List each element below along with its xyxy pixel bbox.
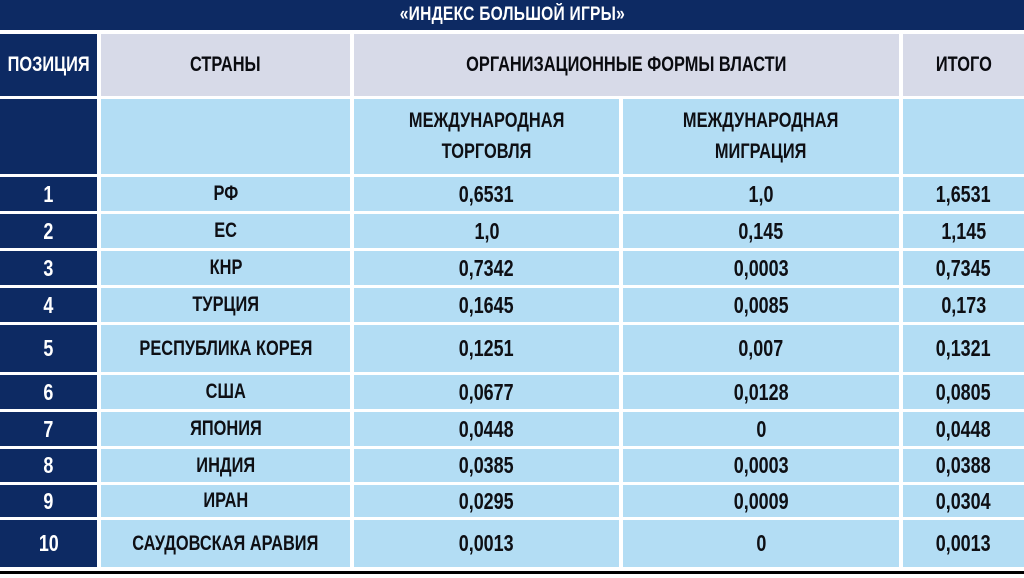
- migration-value-cell-2: 0,145: [623, 214, 899, 248]
- trade-value-cell-10: 0,0013: [354, 520, 619, 567]
- total-value-cell-7: 0,0448: [903, 412, 1024, 446]
- country-cell-2: ЕС: [101, 214, 350, 248]
- rank-cell-4: 4: [0, 288, 97, 322]
- header-countries: СТРАНЫ: [101, 34, 350, 96]
- total-value-cell-5: 0,1321: [903, 325, 1024, 372]
- trade-value-cell-1: 0,6531: [354, 177, 619, 211]
- country-cell-9: ИРАН: [101, 485, 350, 517]
- trade-value-cell-6: 0,0677: [354, 375, 619, 409]
- rank-cell-10: 10: [0, 520, 97, 567]
- trade-value-cell-4: 0,1645: [354, 288, 619, 322]
- total-value-cell-8: 0,0388: [903, 449, 1024, 482]
- rank-cell-9: 9: [0, 485, 97, 517]
- total-value-cell-9: 0,0304: [903, 485, 1024, 517]
- country-cell-6: США: [101, 375, 350, 409]
- trade-value-cell-2: 1,0: [354, 214, 619, 248]
- migration-value-cell-1: 1,0: [623, 177, 899, 211]
- rank-cell-6: 6: [0, 375, 97, 409]
- migration-value-cell-8: 0,0003: [623, 449, 899, 482]
- migration-value-cell-3: 0,0003: [623, 251, 899, 285]
- header-position: ПОЗИЦИЯ: [0, 34, 97, 96]
- trade-value-cell-9: 0,0295: [354, 485, 619, 517]
- total-value-cell-6: 0,0805: [903, 375, 1024, 409]
- header-total: ИТОГО: [903, 34, 1024, 96]
- subheader-spacer-position: [0, 99, 97, 174]
- rank-cell-8: 8: [0, 449, 97, 482]
- rank-cell-3: 3: [0, 251, 97, 285]
- country-cell-7: ЯПОНИЯ: [101, 412, 350, 446]
- migration-value-cell-4: 0,0085: [623, 288, 899, 322]
- header-org-forms: ОРГАНИЗАЦИОННЫЕ ФОРМЫ ВЛАСТИ: [354, 34, 899, 96]
- country-cell-5: РЕСПУБЛИКА КОРЕЯ: [101, 325, 350, 372]
- total-value-cell-10: 0,0013: [903, 520, 1024, 567]
- page-title: «ИНДЕКС БОЛЬШОЙ ИГРЫ»: [399, 4, 625, 25]
- trade-value-cell-3: 0,7342: [354, 251, 619, 285]
- subheader-trade: МЕЖДУНАРОДНАЯ ТОРГОВЛЯ: [354, 99, 619, 174]
- total-value-cell-2: 1,145: [903, 214, 1024, 248]
- migration-value-cell-6: 0,0128: [623, 375, 899, 409]
- migration-value-cell-10: 0: [623, 520, 899, 567]
- rank-cell-7: 7: [0, 412, 97, 446]
- country-cell-1: РФ: [101, 177, 350, 211]
- rank-cell-1: 1: [0, 177, 97, 211]
- rank-cell-5: 5: [0, 325, 97, 372]
- country-cell-4: ТУРЦИЯ: [101, 288, 350, 322]
- migration-value-cell-5: 0,007: [623, 325, 899, 372]
- bottom-border-line: [0, 571, 1024, 574]
- country-cell-10: САУДОВСКАЯ АРАВИЯ: [101, 520, 350, 567]
- trade-value-cell-7: 0,0448: [354, 412, 619, 446]
- rank-cell-2: 2: [0, 214, 97, 248]
- title-bar: «ИНДЕКС БОЛЬШОЙ ИГРЫ»: [0, 0, 1024, 30]
- total-value-cell-3: 0,7345: [903, 251, 1024, 285]
- subheader-spacer-countries: [101, 99, 350, 174]
- subheader-spacer-total: [903, 99, 1024, 174]
- subheader-migration: МЕЖДУНАРОДНАЯ МИГРАЦИЯ: [623, 99, 899, 174]
- country-cell-3: КНР: [101, 251, 350, 285]
- migration-value-cell-9: 0,0009: [623, 485, 899, 517]
- total-value-cell-1: 1,6531: [903, 177, 1024, 211]
- trade-value-cell-5: 0,1251: [354, 325, 619, 372]
- migration-value-cell-7: 0: [623, 412, 899, 446]
- country-cell-8: ИНДИЯ: [101, 449, 350, 482]
- total-value-cell-4: 0,173: [903, 288, 1024, 322]
- trade-value-cell-8: 0,0385: [354, 449, 619, 482]
- big-game-index-table: ПОЗИЦИЯ СТРАНЫ ОРГАНИЗАЦИОННЫЕ ФОРМЫ ВЛА…: [0, 34, 1024, 567]
